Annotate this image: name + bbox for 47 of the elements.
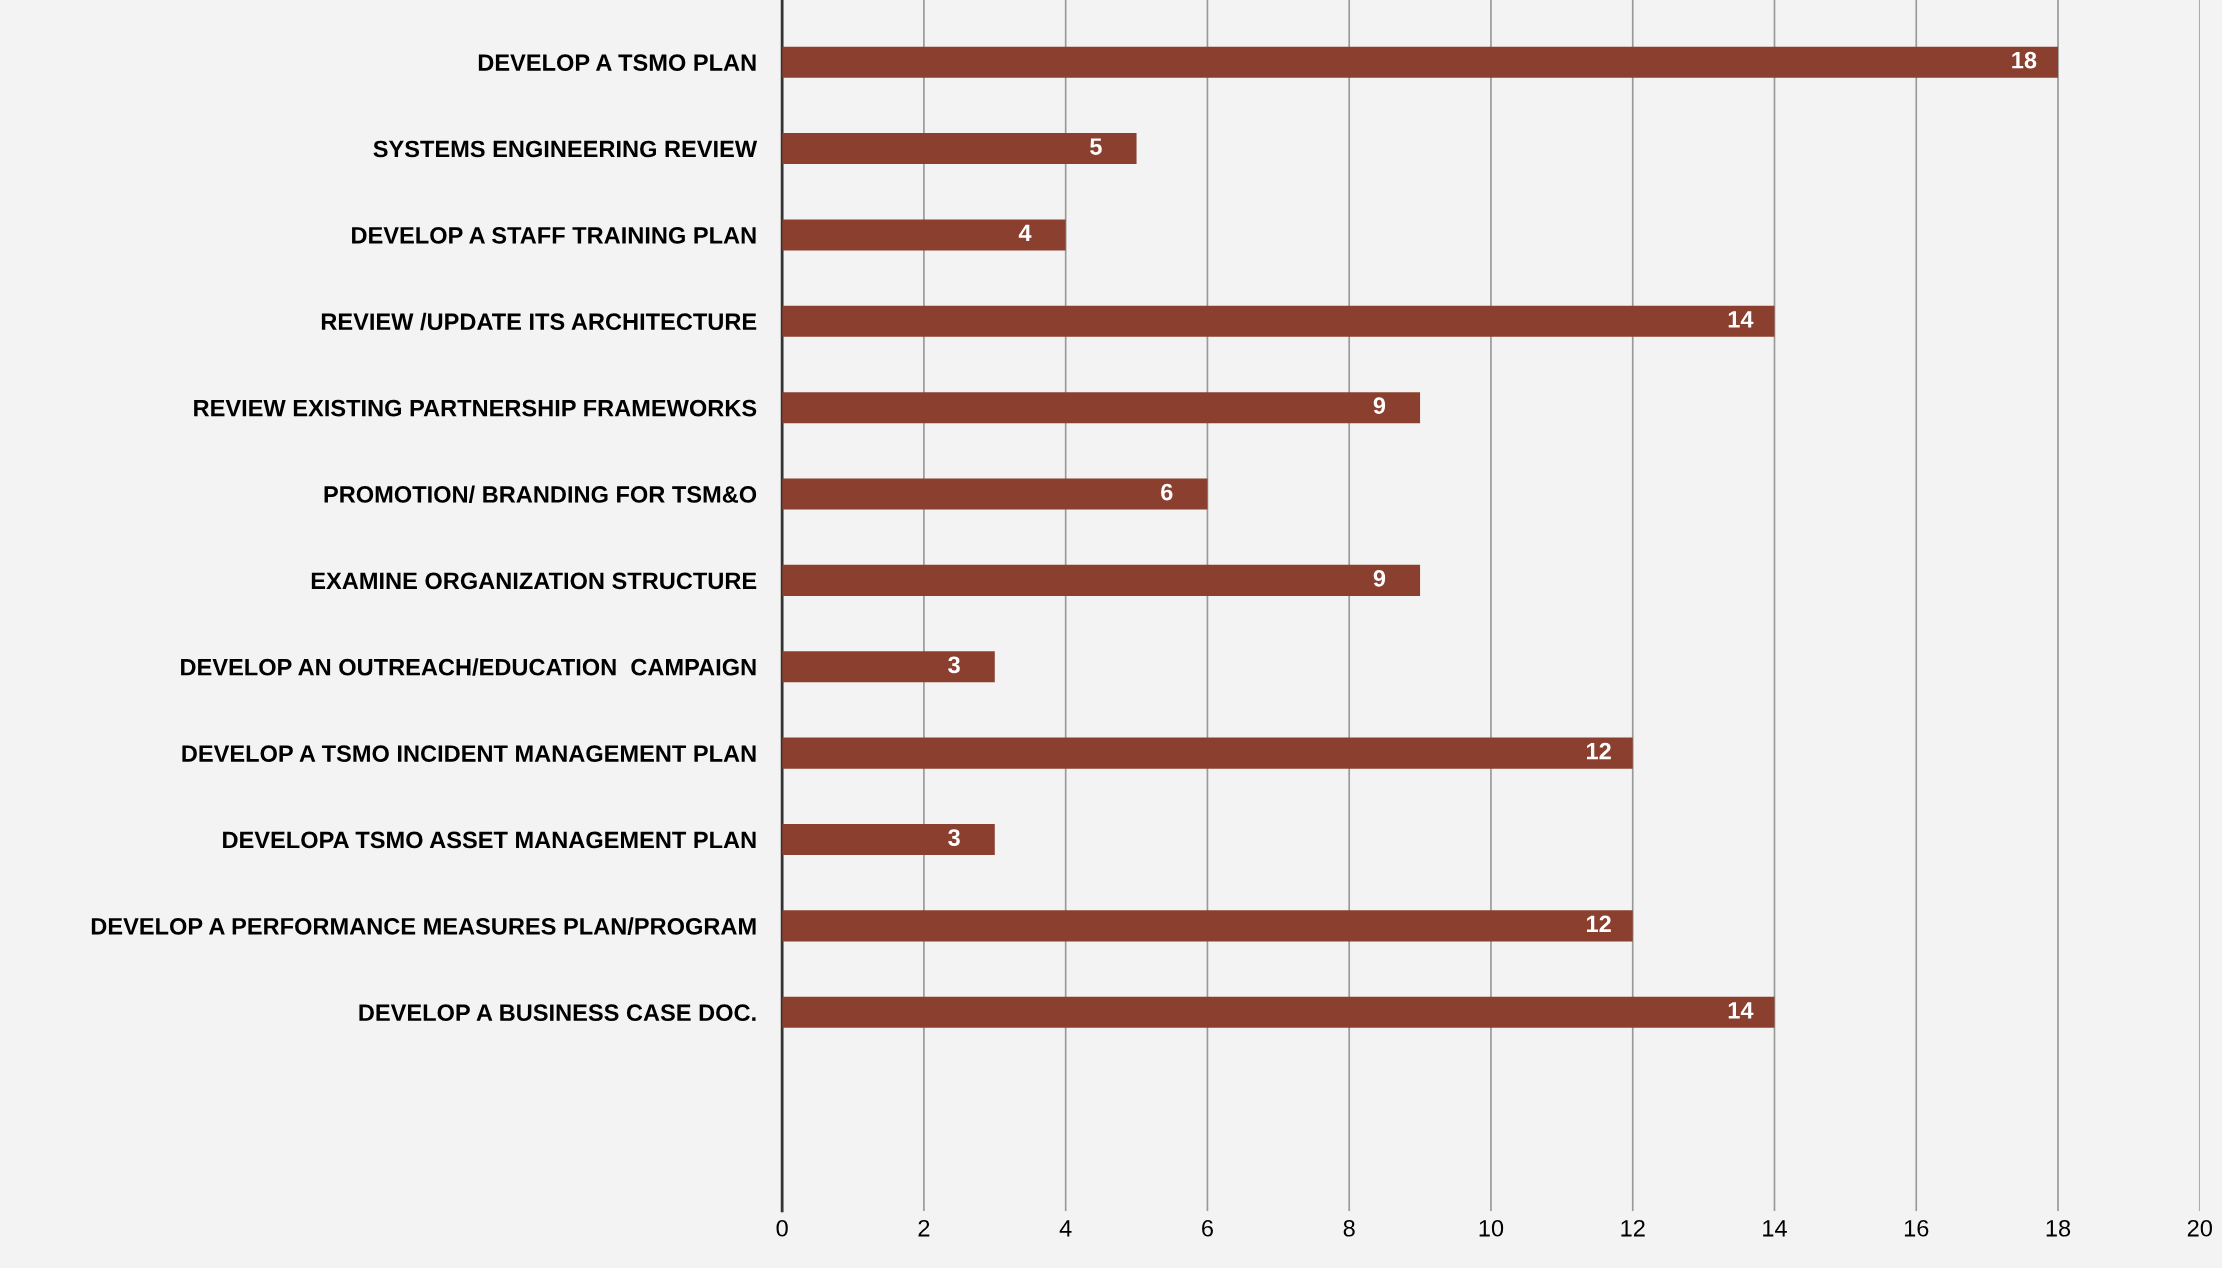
bar bbox=[782, 46, 2059, 78]
y-tick-label: DEVELOP A BUSINESS CASE DOC. bbox=[359, 1004, 756, 1022]
y-tick-label: DEVELOPA TSMO ASSET MANAGEMENT PLAN bbox=[223, 831, 756, 849]
x-tick-label: 14 bbox=[1763, 1220, 1787, 1237]
y-tick-label: DEVELOP AN OUTREACH/EDUCATION CAMPAIGN bbox=[181, 658, 756, 676]
data-label: 6 bbox=[1161, 483, 1173, 501]
bar bbox=[782, 737, 1633, 769]
bar bbox=[782, 996, 1775, 1028]
x-tick-label: 4 bbox=[1059, 1220, 1072, 1237]
bar bbox=[782, 823, 995, 856]
x-tick-label: 8 bbox=[1343, 1219, 1355, 1237]
bar bbox=[782, 219, 1066, 251]
data-label: 12 bbox=[1586, 742, 1611, 760]
x-tick-label: 12 bbox=[1621, 1219, 1645, 1237]
y-tick-label: SYSTEMS ENGINEERING REVIEW bbox=[373, 140, 758, 158]
data-label: 14 bbox=[1728, 311, 1754, 328]
y-tick-label: EXAMINE ORGANIZATION STRUCTURE bbox=[311, 572, 757, 590]
x-tick-label: 0 bbox=[776, 1219, 788, 1237]
data-label: 9 bbox=[1373, 570, 1386, 587]
bar bbox=[782, 305, 1775, 337]
bar bbox=[782, 910, 1633, 942]
data-label: 4 bbox=[1018, 224, 1032, 242]
data-label: 12 bbox=[1586, 915, 1611, 933]
x-tick-label: 10 bbox=[1479, 1219, 1504, 1237]
x-tick-label: 16 bbox=[1904, 1219, 1929, 1237]
x-tick-label: 18 bbox=[2046, 1219, 2071, 1237]
bar bbox=[782, 564, 1421, 596]
y-tick-label: REVIEW EXISTING PARTNERSHIP FRAMEWORKS bbox=[194, 399, 757, 417]
data-label: 3 bbox=[948, 829, 960, 846]
y-tick-label: DEVELOP A TSMO PLAN bbox=[478, 54, 756, 71]
x-tick-label: 2 bbox=[918, 1219, 930, 1237]
x-tick-label: 20 bbox=[2187, 1219, 2212, 1237]
bar bbox=[782, 392, 1421, 424]
y-tick-label: DEVELOP A PERFORMANCE MEASURES PLAN/PROGRAM bbox=[91, 917, 756, 935]
bar bbox=[782, 651, 995, 683]
data-label: 9 bbox=[1373, 397, 1386, 415]
data-label: 3 bbox=[948, 656, 960, 674]
y-tick-label: DEVELOP A TSMO INCIDENT MANAGEMENT PLAN bbox=[182, 745, 756, 762]
data-label: 14 bbox=[1728, 1002, 1754, 1019]
y-tick-label: DEVELOP A STAFF TRAINING PLAN bbox=[352, 227, 756, 244]
bar bbox=[782, 133, 1137, 165]
data-label: 5 bbox=[1090, 138, 1102, 155]
bar bbox=[782, 478, 1208, 510]
data-label: 18 bbox=[2012, 51, 2037, 69]
y-tick-label: PROMOTION/ BRANDING FOR TSM&O bbox=[324, 485, 757, 504]
x-tick-label: 6 bbox=[1202, 1219, 1213, 1237]
y-tick-label: REVIEW /UPDATE ITS ARCHITECTURE bbox=[321, 312, 757, 331]
